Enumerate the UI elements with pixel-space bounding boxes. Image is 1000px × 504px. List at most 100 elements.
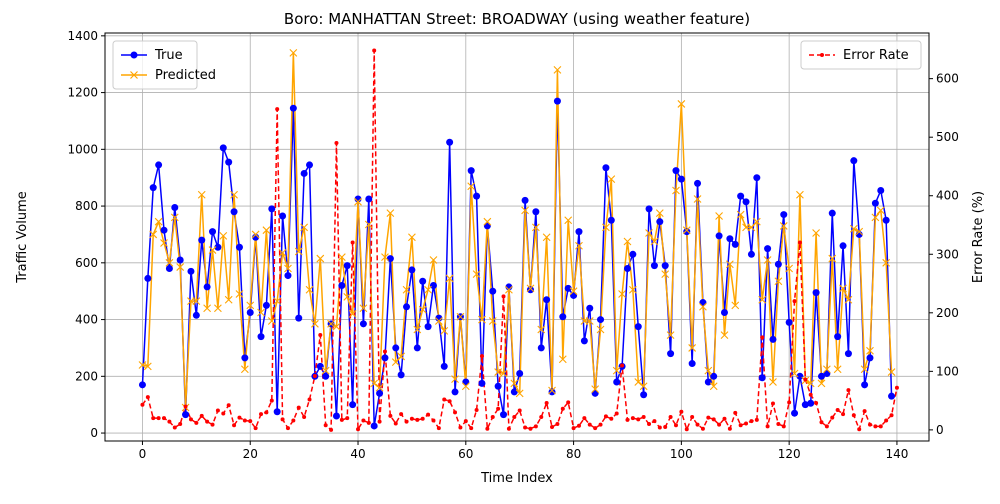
data-point-predicted <box>273 297 282 306</box>
data-point-predicted <box>844 295 853 304</box>
data-point-true <box>171 203 179 211</box>
data-point-error-rate <box>237 415 242 420</box>
data-point-true <box>365 195 373 203</box>
data-point-error-rate <box>566 400 571 405</box>
data-point-true <box>235 243 243 251</box>
data-point-error-rate <box>431 418 436 423</box>
data-point-true <box>419 277 427 285</box>
data-point-predicted <box>796 190 804 199</box>
data-point-true <box>737 192 745 200</box>
data-point-error-rate <box>172 425 177 430</box>
data-point-predicted <box>585 317 594 325</box>
data-point-error-rate <box>867 422 872 427</box>
data-point-error-rate <box>533 424 538 429</box>
data-point-predicted <box>715 212 723 220</box>
data-point-error-rate <box>269 398 274 403</box>
x-tick-label: 100 <box>670 447 693 461</box>
data-point-predicted <box>731 301 740 310</box>
data-point-predicted <box>359 304 368 313</box>
data-point-error-rate <box>857 427 862 432</box>
data-point-true <box>564 284 572 292</box>
x-ticks: 0 20 40 60 80 100 120 140 <box>139 441 908 461</box>
data-point-error-rate <box>673 423 678 428</box>
data-point-true <box>667 350 675 358</box>
data-point-predicted <box>612 366 621 375</box>
data-point-predicted <box>871 213 880 222</box>
data-point-error-rate <box>593 426 598 431</box>
data-point-true <box>645 205 653 213</box>
legend-right: Error Rate <box>800 40 922 70</box>
data-point-predicted <box>531 223 540 232</box>
y-tick-label-left: 400 <box>75 313 98 327</box>
data-point-error-rate <box>663 424 668 429</box>
data-point-predicted <box>402 285 411 294</box>
data-point-true <box>769 335 777 343</box>
data-point-true <box>413 344 421 352</box>
data-point-true <box>209 228 217 236</box>
data-point-true <box>720 308 728 316</box>
data-point-true <box>597 316 605 324</box>
data-point-predicted <box>424 285 432 294</box>
series-line-error-rate <box>141 49 898 431</box>
data-point-true <box>429 282 437 290</box>
data-point-error-rate <box>652 419 657 424</box>
data-point-true <box>537 344 545 352</box>
series-markers-predicted <box>138 48 896 412</box>
data-point-error-rate <box>205 419 210 424</box>
y-tick-label-right: 200 <box>936 306 959 320</box>
data-point-true <box>403 303 411 311</box>
data-point-error-rate <box>598 422 603 427</box>
plot-frame <box>104 32 930 442</box>
data-point-predicted <box>833 365 842 374</box>
legend-true-marker <box>130 51 138 59</box>
data-point-true <box>532 208 540 216</box>
data-point-error-rate <box>819 420 824 425</box>
data-point-true <box>268 205 276 213</box>
data-point-true <box>203 283 211 291</box>
data-point-predicted <box>876 206 885 215</box>
data-point-error-rate <box>625 417 630 422</box>
data-point-error-rate <box>576 423 581 428</box>
data-point-error-rate <box>291 418 296 423</box>
data-point-predicted <box>682 226 691 235</box>
data-point-predicted <box>866 346 874 355</box>
data-point-predicted <box>262 226 271 235</box>
data-point-predicted <box>628 285 637 294</box>
y-ticks-left: 0 200 400 600 800 1000 1200 1400 <box>67 29 105 440</box>
data-point-predicted <box>197 190 206 199</box>
data-point-predicted <box>553 65 562 74</box>
data-point-predicted <box>725 260 734 269</box>
data-point-true <box>882 216 890 224</box>
data-point-true <box>262 301 270 309</box>
data-point-predicted <box>456 312 465 321</box>
data-point-predicted <box>537 325 546 334</box>
data-point-true <box>494 382 502 390</box>
data-point-predicted <box>440 327 449 335</box>
data-point-error-rate <box>711 417 716 422</box>
data-point-error-rate <box>361 418 366 423</box>
y-tick-label-left: 1400 <box>67 29 98 43</box>
data-point-predicted <box>208 246 217 254</box>
data-point-predicted <box>812 229 820 237</box>
data-point-predicted <box>364 220 373 229</box>
data-point-predicted <box>634 378 643 386</box>
data-point-error-rate <box>453 410 458 415</box>
legend-error-label: Error Rate <box>843 48 909 63</box>
data-point-error-rate <box>744 421 749 426</box>
data-point-predicted <box>785 264 794 273</box>
data-point-predicted <box>623 237 632 246</box>
data-point-error-rate <box>404 419 409 424</box>
data-point-true <box>295 314 303 322</box>
data-point-error-rate <box>485 426 490 431</box>
data-point-predicted <box>720 331 729 340</box>
data-point-error-rate <box>442 397 447 402</box>
data-point-error-rate <box>835 407 840 412</box>
y-tick-label-left: 0 <box>90 426 98 440</box>
data-point-error-rate <box>647 422 652 427</box>
data-point-predicted <box>354 197 362 206</box>
data-point-true <box>861 381 869 389</box>
data-point-predicted <box>246 301 255 310</box>
data-point-true <box>510 388 518 396</box>
data-point-true <box>812 289 820 297</box>
data-point-true <box>279 212 287 220</box>
